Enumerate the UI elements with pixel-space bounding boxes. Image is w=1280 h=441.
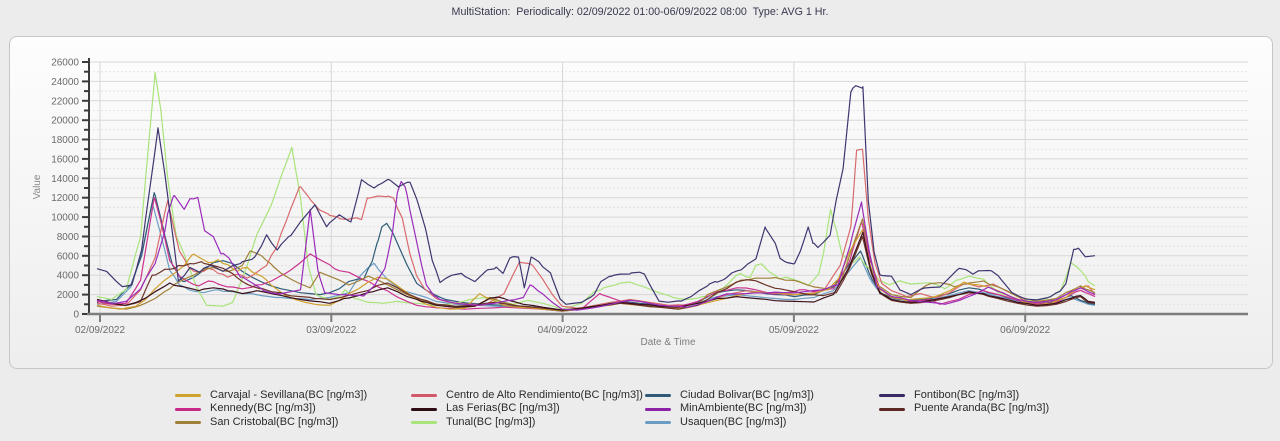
svg-text:03/09/2022: 03/09/2022 xyxy=(306,325,356,336)
svg-text:04/09/2022: 04/09/2022 xyxy=(538,325,588,336)
svg-text:22000: 22000 xyxy=(51,96,79,107)
svg-text:0: 0 xyxy=(73,310,79,321)
svg-text:4000: 4000 xyxy=(57,271,80,282)
svg-text:20000: 20000 xyxy=(51,116,79,127)
svg-text:Value: Value xyxy=(32,174,43,199)
svg-text:05/09/2022: 05/09/2022 xyxy=(769,325,819,336)
svg-text:2000: 2000 xyxy=(57,290,80,301)
svg-text:12000: 12000 xyxy=(51,193,79,204)
svg-text:26000: 26000 xyxy=(51,58,79,69)
svg-text:16000: 16000 xyxy=(51,154,79,165)
svg-text:14000: 14000 xyxy=(51,174,79,185)
svg-text:02/09/2022: 02/09/2022 xyxy=(75,325,125,336)
svg-text:06/09/2022: 06/09/2022 xyxy=(1000,325,1050,336)
svg-text:8000: 8000 xyxy=(57,232,80,243)
svg-text:24000: 24000 xyxy=(51,77,79,88)
svg-text:18000: 18000 xyxy=(51,135,79,146)
svg-text:10000: 10000 xyxy=(51,213,79,224)
svg-text:6000: 6000 xyxy=(57,251,80,262)
svg-text:Date & Time: Date & Time xyxy=(640,337,695,348)
